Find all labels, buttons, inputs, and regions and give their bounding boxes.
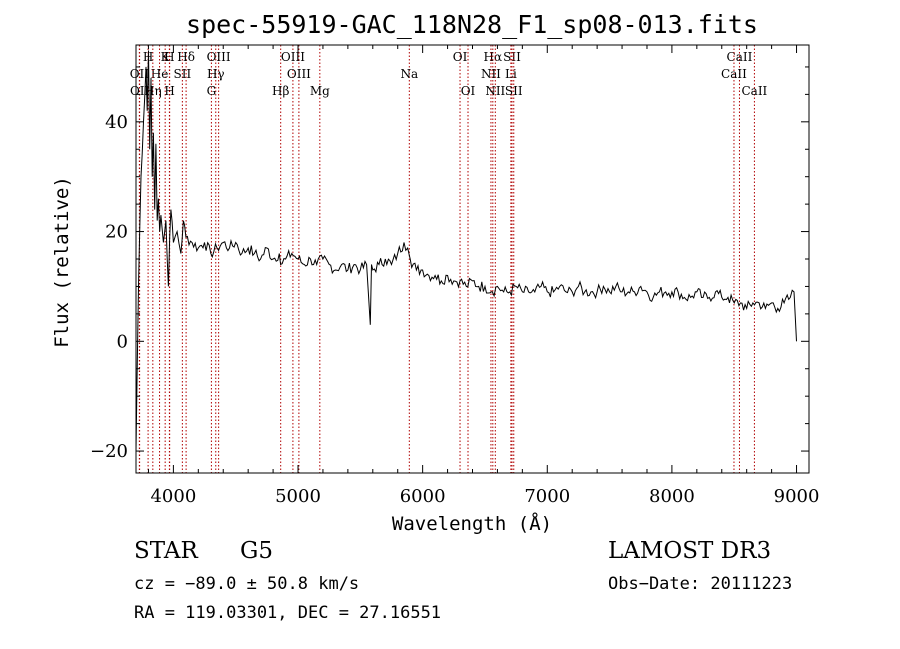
spectral-line-label: OI bbox=[453, 50, 468, 64]
spectral-line-label: Na bbox=[400, 67, 418, 81]
spectral-line-label: CaII bbox=[727, 50, 753, 64]
spectral-line-label: SII bbox=[505, 84, 523, 98]
spectral-line-label: He bbox=[151, 67, 169, 81]
spectral-line-label: OIII bbox=[281, 50, 305, 64]
spectral-line-label: H bbox=[164, 84, 174, 98]
object-class: STAR bbox=[134, 538, 198, 564]
y-tick-label: 0 bbox=[117, 331, 128, 352]
spectral-line-label: Hδ bbox=[177, 50, 195, 64]
spectral-line-label: Hα bbox=[484, 50, 503, 64]
obs-date: Obs−Date: 20111223 bbox=[608, 574, 793, 594]
subclass: G5 bbox=[240, 538, 274, 564]
spectral-line-label: G bbox=[207, 84, 217, 98]
y-tick-label: 20 bbox=[105, 222, 128, 243]
x-tick-label: 6000 bbox=[400, 486, 446, 507]
coordinates-readout: RA = 119.03301, DEC = 27.16551 bbox=[134, 603, 442, 623]
spectral-line-label: OIII bbox=[287, 67, 311, 81]
spectral-line-label: OI bbox=[461, 84, 476, 98]
spectral-line-markers: HKHHδOIIIOIIIOIHαSIICaIIOIIHeSIIHγOIIINa… bbox=[130, 45, 768, 473]
spectral-line-label: NII bbox=[481, 67, 501, 81]
x-axis-label: Wavelength (Å) bbox=[392, 512, 552, 535]
x-tick-label: 8000 bbox=[649, 486, 695, 507]
survey-name: LAMOST DR3 bbox=[608, 538, 772, 564]
spectral-line-label: OIII bbox=[207, 50, 231, 64]
spectral-line-label: SII bbox=[503, 50, 521, 64]
spectral-line-label: Li bbox=[505, 67, 517, 81]
spectral-line-label: NII bbox=[485, 84, 505, 98]
spectrum-line bbox=[135, 50, 797, 452]
spectral-line-label: Hη bbox=[144, 84, 162, 98]
axis-ticks: 4000 5000 6000 7000 8000 9000 −20 0 20 40 bbox=[90, 45, 819, 507]
y-axis-label: Flux (relative) bbox=[51, 176, 73, 348]
plot-frame bbox=[135, 44, 810, 474]
x-tick-label: 4000 bbox=[150, 486, 196, 507]
x-tick-label: 7000 bbox=[524, 486, 570, 507]
spectral-line-label: Hβ bbox=[272, 84, 289, 98]
spectral-line-label: Mg bbox=[310, 84, 330, 98]
spectral-line-label: K bbox=[161, 50, 171, 64]
redshift-readout: cz = −89.0 ± 50.8 km/s bbox=[134, 574, 360, 594]
spectral-line-label: CaII bbox=[741, 84, 767, 98]
chart-title: spec-55919-GAC_118N28_F1_sp08-013.fits bbox=[186, 10, 758, 39]
spectral-line-label: Hγ bbox=[207, 67, 225, 81]
spectral-line-label: SII bbox=[174, 67, 192, 81]
x-tick-label: 9000 bbox=[774, 486, 820, 507]
spectral-line-label: CaII bbox=[721, 67, 747, 81]
y-tick-label: 40 bbox=[105, 112, 128, 133]
y-tick-label: −20 bbox=[90, 441, 128, 462]
x-tick-label: 5000 bbox=[275, 486, 321, 507]
